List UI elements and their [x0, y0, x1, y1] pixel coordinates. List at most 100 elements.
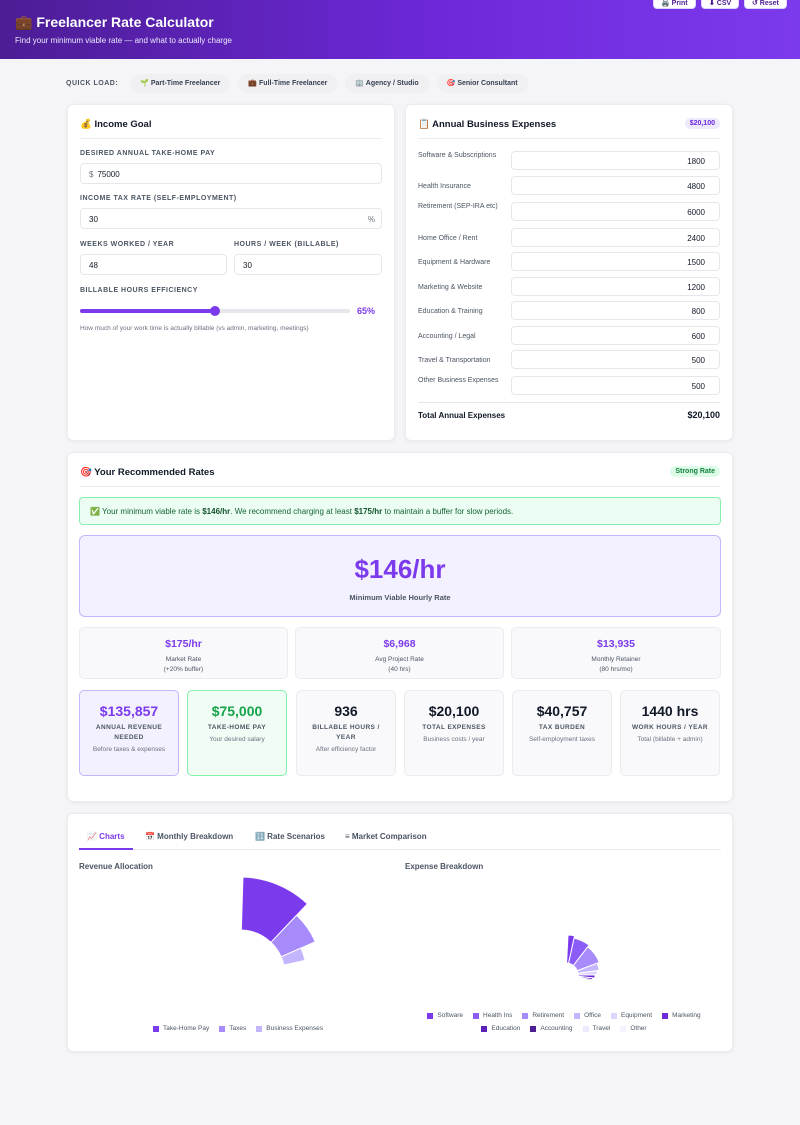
min-rate-label: Minimum Viable Hourly Rate [349, 593, 451, 602]
stat-billable-hours: 936 BILLABLE HOURS / YEAR After efficien… [296, 690, 396, 776]
legend-label: Travel [592, 1025, 611, 1032]
take-home-value: 75000 [97, 170, 120, 179]
legend-swatch [153, 1025, 160, 1032]
pie-slice-take-home-pay[interactable] [240, 876, 309, 944]
alert-min-rate: $146/hr [202, 507, 231, 516]
hours-value: 30 [243, 261, 252, 270]
pie-slice-other[interactable] [576, 977, 587, 983]
legend-swatch [662, 1012, 669, 1019]
stat-total-expenses: $20,100 TOTAL EXPENSES Business costs / … [404, 690, 504, 776]
alert-middle: . We recommend charging at least [230, 507, 355, 516]
retainer-label: Monthly Retainer [591, 656, 641, 663]
stat-work-hours: 1440 hrs WORK HOURS / YEAR Total (billab… [620, 690, 720, 776]
preset-part-time[interactable]: 🌱 Part-Time Freelancer [130, 73, 231, 93]
hours-input[interactable]: 30 [234, 254, 382, 275]
expense-input-equipment[interactable]: 1500 [511, 252, 720, 271]
divider [418, 138, 720, 139]
weeks-input[interactable]: 48 [80, 254, 227, 275]
tab-rate-scenarios[interactable]: 🔢 Rate Scenarios [255, 832, 325, 841]
quick-load-label: QUICK LOAD: [66, 79, 119, 87]
expense-input-accounting[interactable]: 600 [511, 326, 720, 345]
alert-market-rate: $175/hr [354, 507, 383, 516]
legend-item[interactable]: Business Expenses [256, 1025, 323, 1032]
legend-swatch [256, 1025, 263, 1032]
expense-input-other[interactable]: 500 [511, 376, 720, 395]
market-rate-sub: (+20% buffer) [163, 666, 204, 673]
tab-monthly-breakdown[interactable]: 📅 Monthly Breakdown [145, 832, 234, 841]
preset-senior-consultant[interactable]: 🎯 Senior Consultant [436, 73, 528, 93]
expense-input-travel[interactable]: 500 [511, 350, 720, 369]
expense-input-office[interactable]: 2400 [511, 228, 720, 247]
market-rate-value: $175/hr [165, 638, 202, 650]
charts-card [67, 813, 733, 1052]
min-rate-hero: $146/hr Minimum Viable Hourly Rate [79, 535, 721, 617]
print-button[interactable]: 🖨️ Print [653, 0, 696, 9]
expense-row: Home Office / Rent 2400 [418, 228, 720, 250]
take-home-input[interactable]: $75000 [80, 163, 382, 184]
legend-swatch [574, 1012, 581, 1019]
expenses-card: 📋 Annual Business Expenses $20,100 Softw… [405, 104, 733, 441]
csv-button[interactable]: ⬇ CSV [701, 0, 740, 9]
legend-item[interactable]: Software [427, 1012, 463, 1019]
expense-input-retirement[interactable]: 6000 [511, 202, 720, 221]
expense-input-software[interactable]: 1800 [511, 151, 720, 170]
expense-row: Retirement (SEP-IRA etc) 6000 [418, 201, 720, 223]
app-title: 💼 Freelancer Rate Calculator [15, 14, 214, 30]
expense-row: Accounting / Legal 600 [418, 326, 720, 348]
legend-item[interactable]: Travel [582, 1025, 611, 1032]
expense-label: Software & Subscriptions [418, 152, 497, 159]
stat-label: WORK HOURS / YEAR [631, 724, 709, 731]
expense-input-marketing[interactable]: 1200 [511, 277, 720, 296]
expense-pie-chart [566, 934, 600, 983]
efficiency-value: 65% [357, 306, 376, 316]
preset-agency[interactable]: 🏢 Agency / Studio [345, 73, 429, 93]
expense-label: Equipment & Hardware [418, 259, 491, 266]
slider-thumb[interactable] [210, 306, 220, 316]
legend-swatch [473, 1012, 480, 1019]
stat-value: $75,000 [211, 703, 263, 719]
tab-charts[interactable]: 📈 Charts [79, 826, 133, 850]
legend-item[interactable]: Retirement [522, 1012, 564, 1019]
reset-button[interactable]: ↺ Reset [744, 0, 787, 9]
legend-item[interactable]: Marketing [662, 1012, 701, 1019]
expense-chart-title: Expense Breakdown [405, 862, 484, 871]
legend-item[interactable]: Accounting [530, 1025, 573, 1032]
expense-input-education[interactable]: 800 [511, 301, 720, 320]
preset-full-time[interactable]: 💼 Full-Time Freelancer [238, 73, 338, 93]
slider-fill [80, 309, 215, 313]
expense-input-health[interactable]: 4800 [511, 176, 720, 195]
currency-prefix: $ [89, 170, 94, 179]
legend-item[interactable]: Office [574, 1012, 601, 1019]
legend-swatch [530, 1025, 537, 1032]
legend-item[interactable]: Other [620, 1025, 647, 1032]
tax-rate-value: 30 [89, 215, 98, 224]
legend-label: Equipment [620, 1012, 653, 1019]
expense-legend: Software Health Ins Retirement Office Equipm… [405, 1012, 723, 1032]
legend-item[interactable]: Health Ins [473, 1012, 512, 1019]
retainer-card: $13,935 Monthly Retainer (80 hrs/mo) [511, 627, 721, 679]
tab-market-comparison[interactable]: ≡ Market Comparison [345, 832, 427, 841]
stat-desc: Your desired salary [209, 736, 265, 743]
expense-row: Education & Training 800 [418, 301, 720, 323]
revenue-legend: Take-Home Pay Taxes Business Expenses [79, 1025, 397, 1032]
expense-label: Travel & Transportation [418, 357, 491, 364]
rates-title: 🎯 Your Recommended Rates [80, 467, 215, 478]
legend-swatch [219, 1025, 226, 1032]
efficiency-slider[interactable] [80, 306, 350, 316]
legend-item[interactable]: Equipment [610, 1012, 653, 1019]
legend-item[interactable]: Take-Home Pay [153, 1025, 209, 1032]
legend-item[interactable]: Education [481, 1025, 520, 1032]
take-home-label: DESIRED ANNUAL TAKE-HOME PAY [80, 150, 216, 157]
stat-desc: Total (billable + admin) [637, 736, 703, 743]
stat-tax-burden: $40,757 TAX BURDEN Self-employment taxes [512, 690, 612, 776]
min-rate-value: $146/hr [354, 554, 446, 584]
tax-rate-input[interactable]: 30 % [80, 208, 382, 229]
legend-label: Education [491, 1025, 521, 1032]
legend-item[interactable]: Taxes [219, 1025, 246, 1032]
legend-label: Office [584, 1012, 601, 1019]
stat-desc: Before taxes & expenses [92, 746, 166, 753]
expense-row: Software & Subscriptions 1800 [418, 150, 720, 172]
alert-prefix: ✅ Your minimum viable rate is [90, 507, 203, 516]
tax-rate-label: INCOME TAX RATE (SELF-EMPLOYMENT) [80, 195, 237, 202]
pie-slice-business-expenses[interactable] [280, 947, 306, 966]
